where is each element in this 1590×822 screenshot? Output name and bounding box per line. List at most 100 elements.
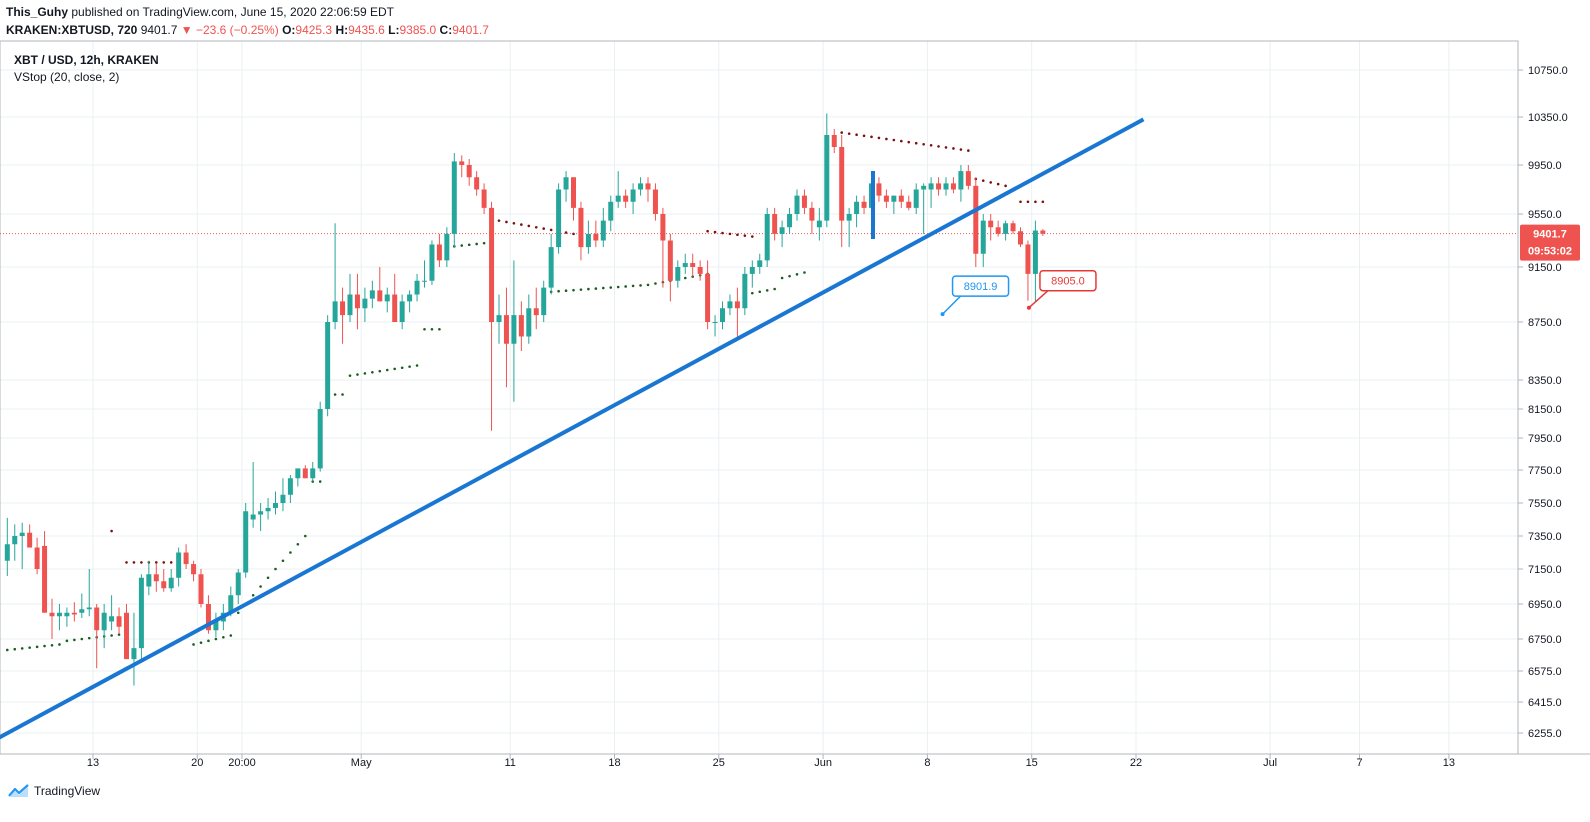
candle-body[interactable] [4,544,10,561]
candle-body[interactable] [287,478,293,495]
candle-body[interactable] [794,195,800,214]
candle-body[interactable] [861,201,867,208]
candle-body[interactable] [1010,223,1016,232]
candle-body[interactable] [585,233,591,248]
candle-body[interactable] [630,189,636,202]
candle-body[interactable] [1018,231,1023,245]
candle-body[interactable] [787,214,793,228]
candle-body[interactable] [384,294,390,302]
candle-body[interactable] [101,612,107,631]
candle-body[interactable] [600,220,606,241]
candle-body[interactable] [124,612,129,660]
candle-body[interactable] [340,301,346,316]
candle-body[interactable] [176,552,182,578]
candle-body[interactable] [12,536,18,545]
candle-body[interactable] [116,616,122,627]
candle-body[interactable] [42,545,48,613]
candle-body[interactable] [459,161,465,165]
candle-body[interactable] [965,171,971,186]
candle-body[interactable] [526,308,532,337]
candle-body[interactable] [883,195,889,202]
candle-body[interactable] [1025,244,1031,274]
candle-body[interactable] [623,195,629,202]
candle-body[interactable] [131,648,137,660]
candle-body[interactable] [652,189,658,215]
candle-body[interactable] [988,220,994,228]
candle-body[interactable] [1003,223,1009,234]
candle-body[interactable] [816,220,822,228]
trendline-layer[interactable] [0,117,1145,740]
candle-series[interactable] [4,113,1046,686]
candle-body[interactable] [556,189,562,248]
candle-body[interactable] [369,290,375,299]
candle-body[interactable] [697,267,703,274]
candle-body[interactable] [749,267,755,274]
candle-body[interactable] [71,612,77,615]
candle-body[interactable] [667,240,673,281]
candle-body[interactable] [109,616,115,622]
candle-body[interactable] [273,503,278,508]
candle-body[interactable] [571,177,576,208]
candle-body[interactable] [191,564,197,575]
candle-body[interactable] [675,267,681,281]
candle-body[interactable] [56,612,62,617]
candle-body[interactable] [824,135,830,221]
candle-body[interactable] [645,183,651,190]
candle-body[interactable] [362,298,368,309]
candle-body[interactable] [958,171,964,190]
candle-body[interactable] [809,207,815,221]
candle-body[interactable] [518,315,524,337]
candle-body[interactable] [481,189,487,208]
candle-body[interactable] [392,294,398,323]
candle-body[interactable] [429,244,435,281]
candle-body[interactable] [950,183,956,190]
candle-body[interactable] [153,574,159,582]
candle-body[interactable] [213,621,219,631]
candle-body[interactable] [690,263,696,267]
candle-body[interactable] [399,301,405,322]
candle-body[interactable] [936,183,942,190]
candle-body[interactable] [205,604,211,631]
candle-body[interactable] [27,532,33,548]
candle-body[interactable] [317,409,323,469]
candle-body[interactable] [310,468,316,479]
candle-body[interactable] [295,468,301,479]
candle-body[interactable] [980,220,986,254]
candle-body[interactable] [734,301,740,309]
candle-body[interactable] [280,494,286,503]
candle-body[interactable] [228,595,234,613]
candle-body[interactable] [943,183,949,190]
candle-body[interactable] [235,572,241,596]
candle-body[interactable] [541,287,547,316]
price-callout-box[interactable] [951,275,1010,297]
footer-brand[interactable]: TradingView [8,784,100,798]
candle-body[interactable] [891,195,897,202]
candle-body[interactable] [995,227,1001,234]
candle-body[interactable] [34,547,40,569]
candle-body[interactable] [682,263,688,267]
candle-body[interactable] [474,177,480,190]
candle-body[interactable] [168,577,174,589]
candle-body[interactable] [772,214,778,234]
candle-body[interactable] [489,207,495,322]
candle-body[interactable] [444,233,450,261]
candle-body[interactable] [325,322,331,409]
candle-body[interactable] [898,195,904,202]
candle-body[interactable] [846,214,852,221]
candle-body[interactable] [928,183,934,190]
candle-body[interactable] [302,468,308,479]
candle-body[interactable] [161,581,167,589]
candle-body[interactable] [801,195,807,208]
candle-body[interactable] [839,147,845,221]
candle-body[interactable] [779,227,785,234]
candle-body[interactable] [503,315,509,344]
candle-body[interactable] [414,280,420,295]
candle-body[interactable] [258,511,264,515]
candle-body[interactable] [451,161,457,234]
candle-body[interactable] [876,183,882,196]
candle-body[interactable] [407,294,413,302]
candle-body[interactable] [548,247,554,288]
candle-body[interactable] [973,185,979,254]
candle-body[interactable] [250,514,256,520]
annotation-layer[interactable]: 8901.9 8905.0 [940,269,1097,317]
